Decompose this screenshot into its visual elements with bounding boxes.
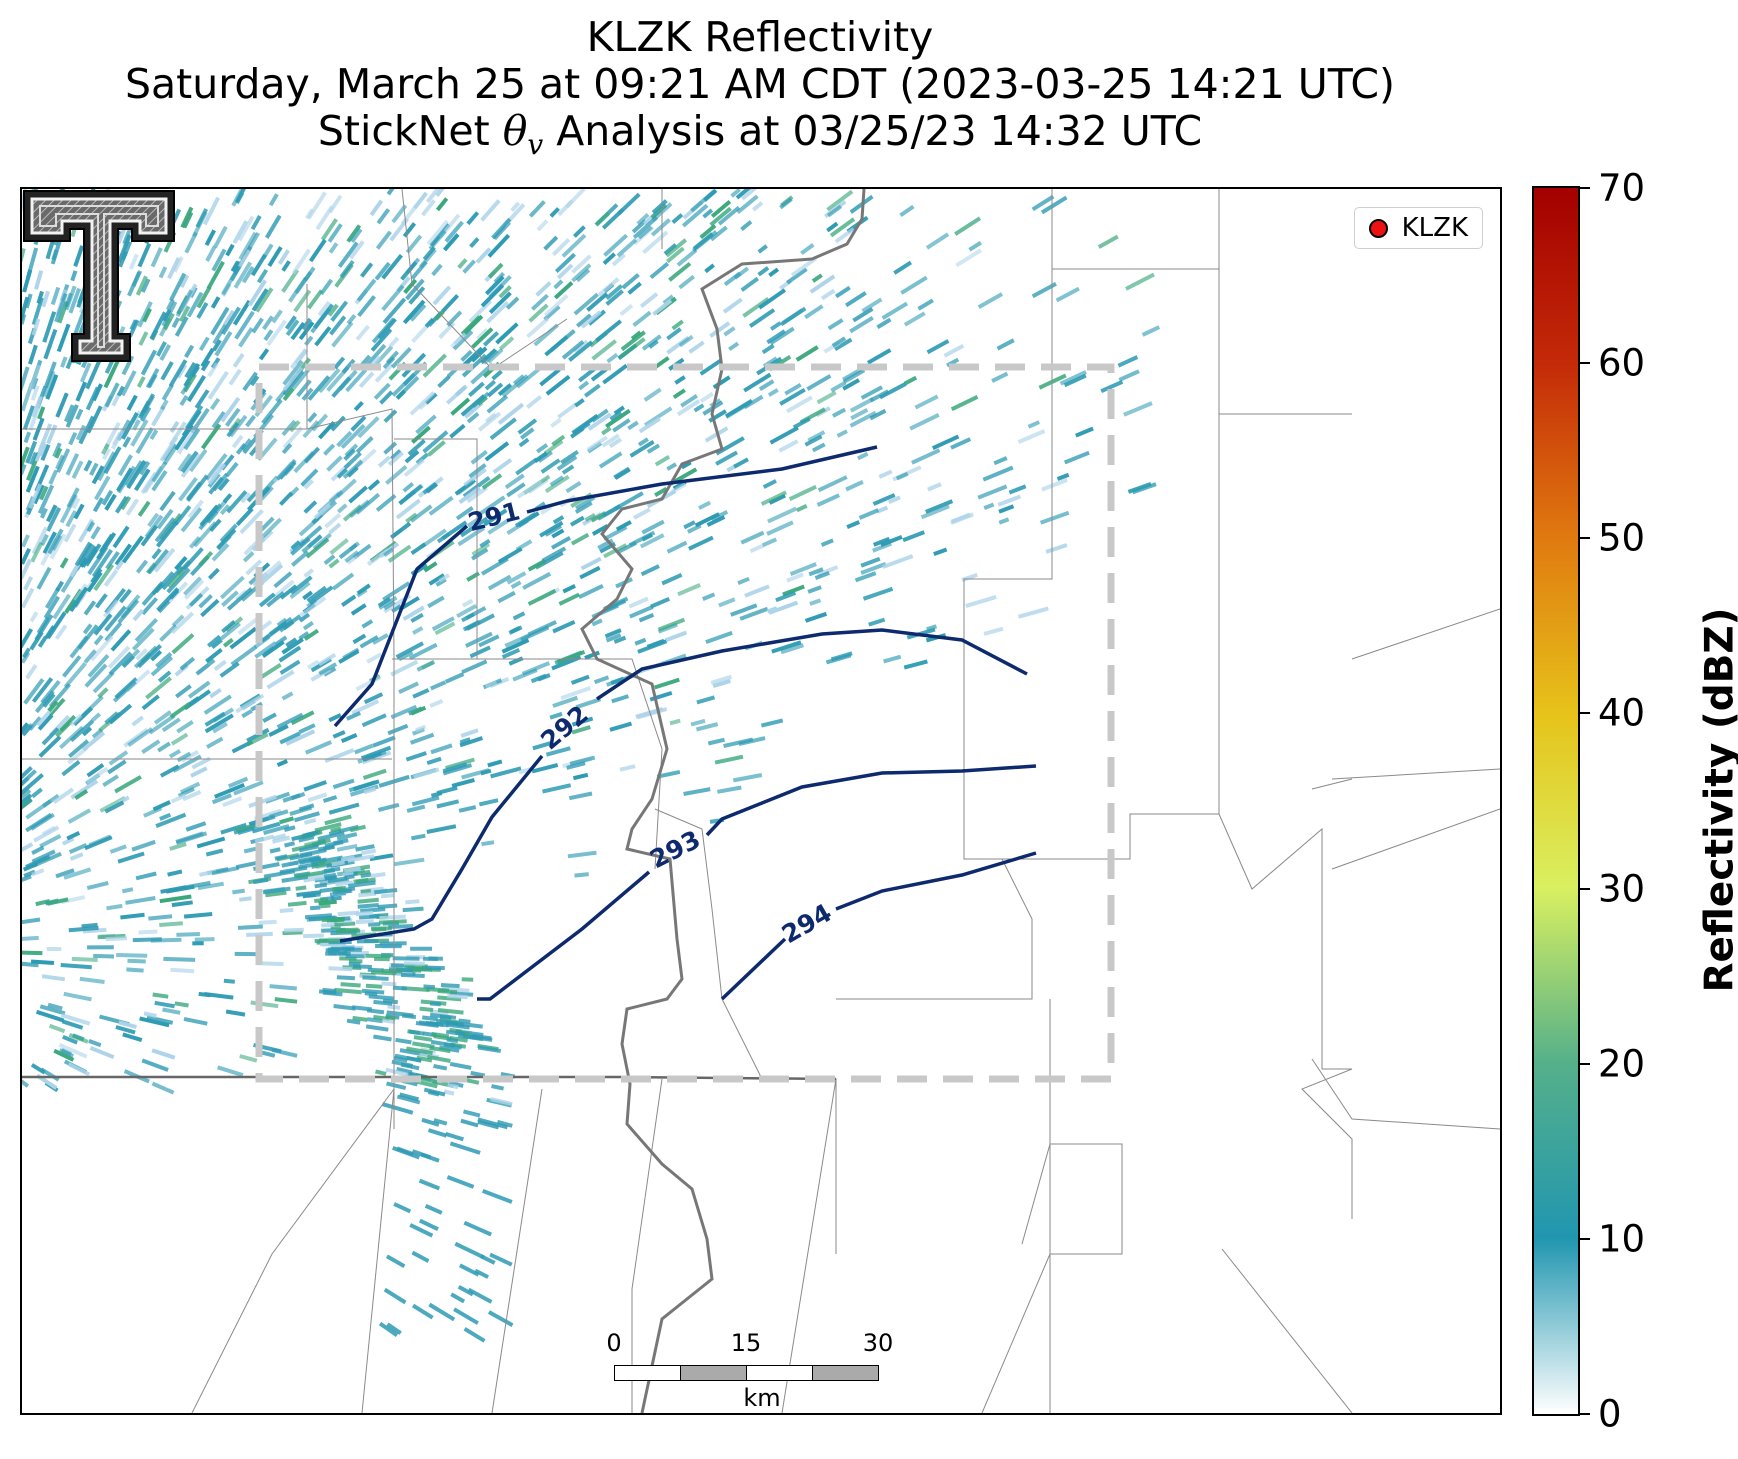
county-line <box>836 858 1033 1000</box>
scale-segment <box>614 1365 681 1381</box>
title-analysis-suffix: Analysis at 03/25/23 14:32 UTC <box>556 107 1203 155</box>
scale-segment <box>680 1365 747 1381</box>
county-line <box>477 658 663 870</box>
colorbar-tick-mark <box>1580 1237 1590 1240</box>
county-line <box>401 189 568 370</box>
title-datetime: Saturday, March 25 at 09:21 AM CDT (2023… <box>125 60 1395 108</box>
map-panel[interactable]: 291 292 293 294 KLZK 0 15 30 km <box>20 187 1502 1415</box>
county-line <box>781 1078 837 1413</box>
colorbar-tick-mark <box>1580 1062 1590 1065</box>
county-line <box>191 1088 395 1413</box>
scale-unit: km <box>743 1384 781 1412</box>
map-legend: KLZK <box>1353 207 1483 249</box>
analysis-domain-box <box>255 363 1115 1083</box>
county-boundaries <box>22 189 1500 1413</box>
colorbar-tick-label: 0 <box>1598 1392 1622 1436</box>
county-line <box>981 1143 1123 1413</box>
county-line <box>654 808 837 1254</box>
contour-291 <box>333 445 878 728</box>
colorbar-tick-mark <box>1580 187 1590 189</box>
theta-v-contours <box>333 445 1037 1001</box>
county-line <box>22 408 395 1129</box>
county-line <box>1351 608 1500 660</box>
county-line <box>1331 768 1500 780</box>
scale-tick-0: 0 <box>606 1329 622 1357</box>
colorbar-tick-label: 40 <box>1598 691 1646 735</box>
colorbar-tick-label: 10 <box>1598 1217 1646 1261</box>
county-line <box>963 189 1220 860</box>
county-line <box>1218 813 1353 1219</box>
colorbar-tick-label: 60 <box>1598 341 1646 385</box>
contour-293 <box>477 764 1037 1001</box>
colorbar-tick-label: 30 <box>1598 867 1646 911</box>
scale-tick-30: 30 <box>862 1329 894 1357</box>
colorbar-tick-label: 50 <box>1598 516 1646 560</box>
county-line <box>1051 189 1352 415</box>
map-canvas: 291 292 293 294 <box>22 189 1500 1413</box>
title-analysis-prefix: StickNet <box>317 107 490 155</box>
contour-294 <box>720 851 1037 1001</box>
county-line <box>1331 808 1500 870</box>
scale-bar: 0 15 30 km <box>606 1329 924 1412</box>
radar-site-marker-icon <box>1368 218 1388 238</box>
colorbar <box>1532 186 1580 1416</box>
contour-label-293: 293 <box>645 825 705 875</box>
contour-292 <box>339 628 1028 943</box>
scale-tick-15: 15 <box>730 1329 762 1357</box>
double-t-logo-icon <box>23 190 175 362</box>
figure-title: KLZK Reflectivity Saturday, March 25 at … <box>0 14 1520 168</box>
county-line <box>1311 1058 1500 1130</box>
colorbar-tick-mark <box>1580 362 1590 365</box>
county-line <box>1221 1248 1353 1413</box>
colorbar-tick-label: 70 <box>1598 166 1646 210</box>
scale-segment <box>812 1365 879 1381</box>
county-line <box>1311 778 1353 790</box>
river <box>580 189 866 1413</box>
colorbar-tick-mark <box>1580 712 1590 715</box>
reflectivity-field <box>22 189 1161 1343</box>
colorbar-tick-mark <box>1580 1413 1590 1415</box>
theta-v-symbol: θv <box>502 107 544 162</box>
legend-label: KLZK <box>1401 213 1468 243</box>
colorbar-tick-label: 20 <box>1598 1042 1646 1086</box>
colorbar-tick-mark <box>1580 537 1590 540</box>
colorbar-tick-mark <box>1580 887 1590 890</box>
contour-label-294: 294 <box>777 898 837 949</box>
county-line <box>1021 999 1051 1245</box>
county-line <box>361 1088 395 1413</box>
county-line <box>491 1088 543 1413</box>
title-radar: KLZK Reflectivity <box>586 13 934 61</box>
scale-segment <box>746 1365 813 1381</box>
county-line <box>394 438 632 660</box>
colorbar-title: Reflectivity (dBZ) <box>1697 607 1738 993</box>
title-analysis: StickNet θv Analysis at 03/25/23 14:32 U… <box>0 108 1520 168</box>
